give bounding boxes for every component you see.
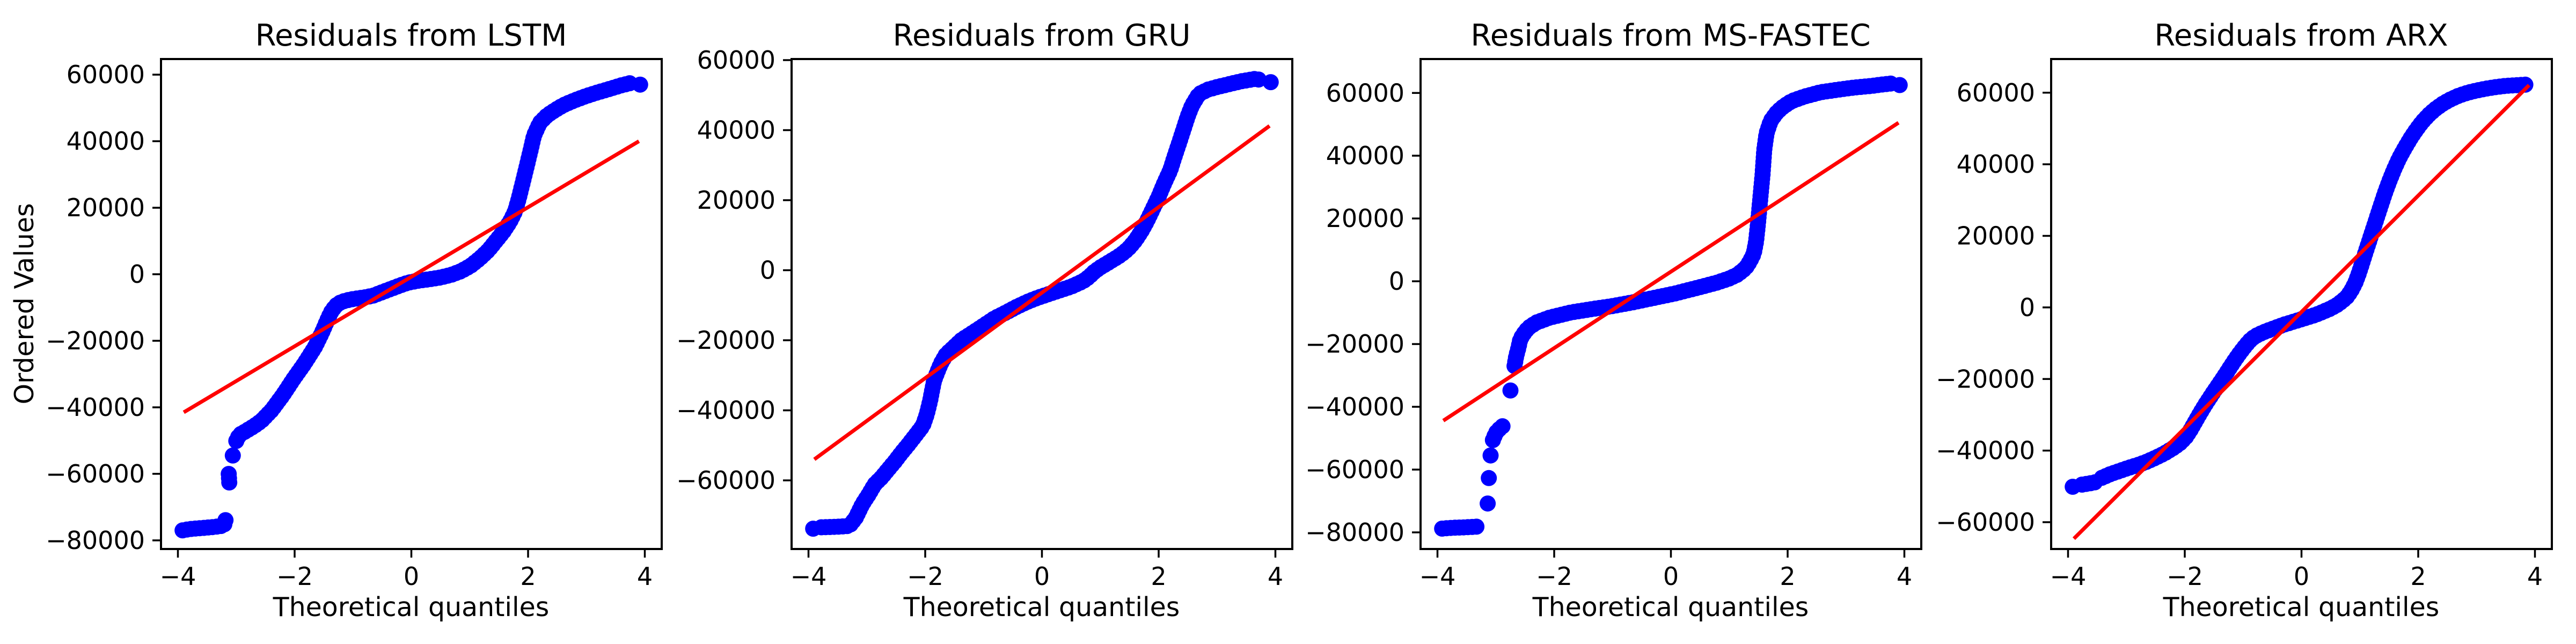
qq-points	[1434, 75, 1908, 537]
y-tick-label: 40000	[1326, 141, 1404, 170]
x-tick-label: −4	[1419, 562, 1456, 591]
axis-ticks	[2043, 91, 2536, 558]
y-tick-label: −40000	[1305, 392, 1404, 421]
x-tick-label: 0	[1663, 562, 1679, 591]
y-tick-label: 0	[760, 256, 775, 285]
y-tick-label: 40000	[67, 127, 145, 156]
y-tick-label: −20000	[46, 326, 145, 355]
x-tick-label: −4	[2050, 562, 2087, 591]
qq-panel-gru: −4 −2 0 2 4 −60000 −40000 −20000 0 20000 40000 6000…	[676, 46, 1293, 591]
x-tick-label: 2	[2410, 562, 2426, 591]
x-tick-label: 4	[1897, 562, 1912, 591]
y-tick-label: 60000	[697, 46, 775, 75]
y-tick-label: −60000	[676, 466, 775, 495]
reference-line	[1442, 121, 1900, 422]
x-tick-label: −4	[160, 562, 196, 591]
y-tick-label: −20000	[1305, 330, 1404, 358]
y-tick-label: 20000	[1326, 204, 1404, 233]
tick-labels: −4 −2 0 2 4 −60000 −40000 −20000 0 20000 40000 6000…	[676, 46, 1283, 591]
panel-title-ms-fastec: Residuals from MS-FASTEC	[1470, 18, 1870, 53]
x-tick-label: −2	[2167, 562, 2203, 591]
y-tick-label: 20000	[1957, 222, 2035, 251]
x-tick-label: 4	[2527, 562, 2543, 591]
y-tick-label: −40000	[1936, 436, 2035, 465]
x-tick-label: 0	[2294, 562, 2309, 591]
y-tick-label: 0	[129, 260, 145, 289]
x-tick-label: −2	[1536, 562, 1572, 591]
x-tick-label: −2	[907, 562, 943, 591]
y-tick-label: −40000	[676, 396, 775, 425]
y-tick-label: −60000	[1936, 508, 2035, 537]
y-tick-label: 60000	[1957, 78, 2035, 107]
qq-panel-arx: −4 −2 0 2 4 −60000 −40000 −20000 0 20000 40000 6000…	[1936, 58, 2553, 591]
y-tick-label: 0	[2019, 293, 2035, 322]
tick-labels: −4 −2 0 2 4 −80000 −60000 −40000 −20000 0 20000 400…	[46, 60, 653, 591]
qq-panel-ms-fastec: −4 −2 0 2 4 −80000 −60000 −40000 −20000 0 20000 400…	[1305, 58, 1922, 591]
x-axis-label-lstm: Theoretical quantiles	[273, 592, 550, 623]
tick-labels: −4 −2 0 2 4 −60000 −40000 −20000 0 20000 40000 6000…	[1936, 78, 2543, 591]
reference-line	[813, 124, 1271, 461]
y-tick-label: −20000	[676, 326, 775, 355]
x-axis-label-ms-fastec: Theoretical quantiles	[1532, 592, 1809, 623]
x-tick-label: 2	[520, 562, 536, 591]
panel-title-lstm: Residuals from LSTM	[255, 18, 567, 53]
axis-ticks	[152, 74, 646, 558]
qq-points	[805, 71, 1279, 537]
x-tick-label: −4	[791, 562, 827, 591]
qq-points	[2065, 76, 2534, 495]
y-tick-label: 20000	[67, 193, 145, 222]
y-tick-label: 60000	[67, 60, 145, 89]
panel-title-arx: Residuals from ARX	[2154, 18, 2448, 53]
y-tick-label: 40000	[697, 116, 775, 145]
qq-panel-lstm: −4 −2 0 2 4 −80000 −60000 −40000 −20000 0 20000 400…	[46, 58, 663, 591]
y-tick-label: 20000	[697, 186, 775, 215]
panel-title-gru: Residuals from GRU	[893, 18, 1191, 53]
y-tick-label: −20000	[1936, 364, 2035, 393]
y-tick-label: 60000	[1326, 78, 1404, 107]
y-tick-label: −80000	[46, 526, 145, 555]
reference-line	[182, 140, 640, 414]
axis-ticks	[1412, 92, 1906, 558]
x-tick-label: 4	[1268, 562, 1283, 591]
y-tick-label: −60000	[1305, 455, 1404, 484]
y-tick-label: −60000	[46, 459, 145, 488]
y-tick-label: −40000	[46, 393, 145, 422]
x-axis-label-gru: Theoretical quantiles	[903, 592, 1180, 623]
x-tick-label: −2	[276, 562, 313, 591]
x-tick-label: 0	[404, 562, 419, 591]
y-tick-label: 40000	[1957, 150, 2035, 179]
x-tick-label: 0	[1034, 562, 1050, 591]
y-tick-label: −80000	[1305, 518, 1404, 547]
x-tick-label: 4	[637, 562, 653, 591]
qq-points	[174, 75, 648, 539]
y-axis-label: Ordered Values	[9, 203, 40, 404]
x-axis-label-arx: Theoretical quantiles	[2163, 592, 2440, 623]
y-tick-label: 0	[1389, 267, 1404, 296]
x-tick-label: 2	[1780, 562, 1795, 591]
reference-line	[2072, 84, 2531, 540]
x-tick-label: 2	[1151, 562, 1166, 591]
axis-ticks	[783, 59, 1277, 558]
tick-labels: −4 −2 0 2 4 −80000 −60000 −40000 −20000 0 20000 400…	[1305, 78, 1912, 591]
